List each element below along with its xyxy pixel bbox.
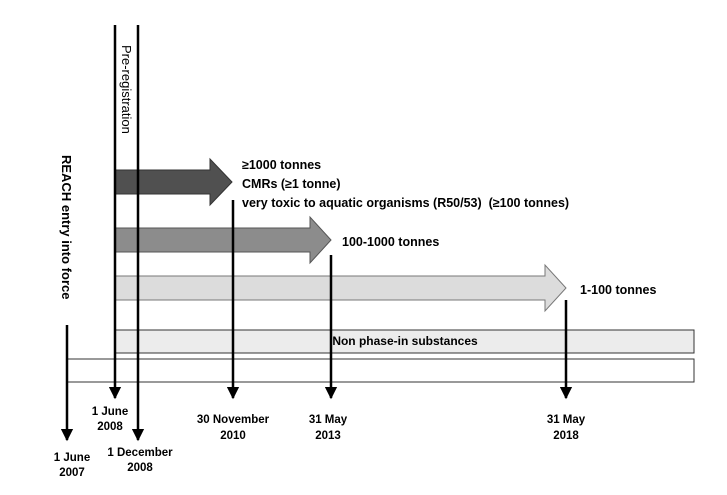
arrow-deadline-1	[114, 157, 233, 207]
date-label: 2010	[220, 430, 246, 442]
date-label: 2018	[553, 430, 579, 442]
date-label: 30 November	[197, 414, 270, 426]
deadline-label: 1-100 tonnes	[580, 283, 656, 297]
date-label: 2013	[315, 430, 341, 442]
date-label: 31 May	[547, 414, 586, 426]
timeline-bar	[66, 358, 695, 383]
bar-label: Non phase-in substances	[332, 334, 478, 348]
deadline-label: very toxic to aquatic organisms (R50/53)…	[242, 196, 569, 210]
deadline-label: CMRs (≥1 tonne)	[242, 177, 341, 191]
date-label: 1 June	[54, 452, 90, 464]
reach-entry-label: REACH entry into force	[59, 155, 74, 299]
date-label: 1 December	[107, 447, 173, 459]
date-label: 1 June	[92, 406, 128, 418]
deadline-label: 100-1000 tonnes	[342, 235, 439, 249]
arrow-deadline-2	[114, 215, 332, 265]
arrow-deadline-3	[114, 263, 567, 313]
pre-registration-label: Pre-registration	[119, 45, 134, 134]
date-label: 2007	[59, 467, 85, 479]
date-label: 31 May	[309, 414, 348, 426]
date-label: 2008	[127, 462, 153, 474]
deadline-label: ≥1000 tonnes	[242, 158, 321, 172]
date-label: 2008	[97, 421, 123, 433]
